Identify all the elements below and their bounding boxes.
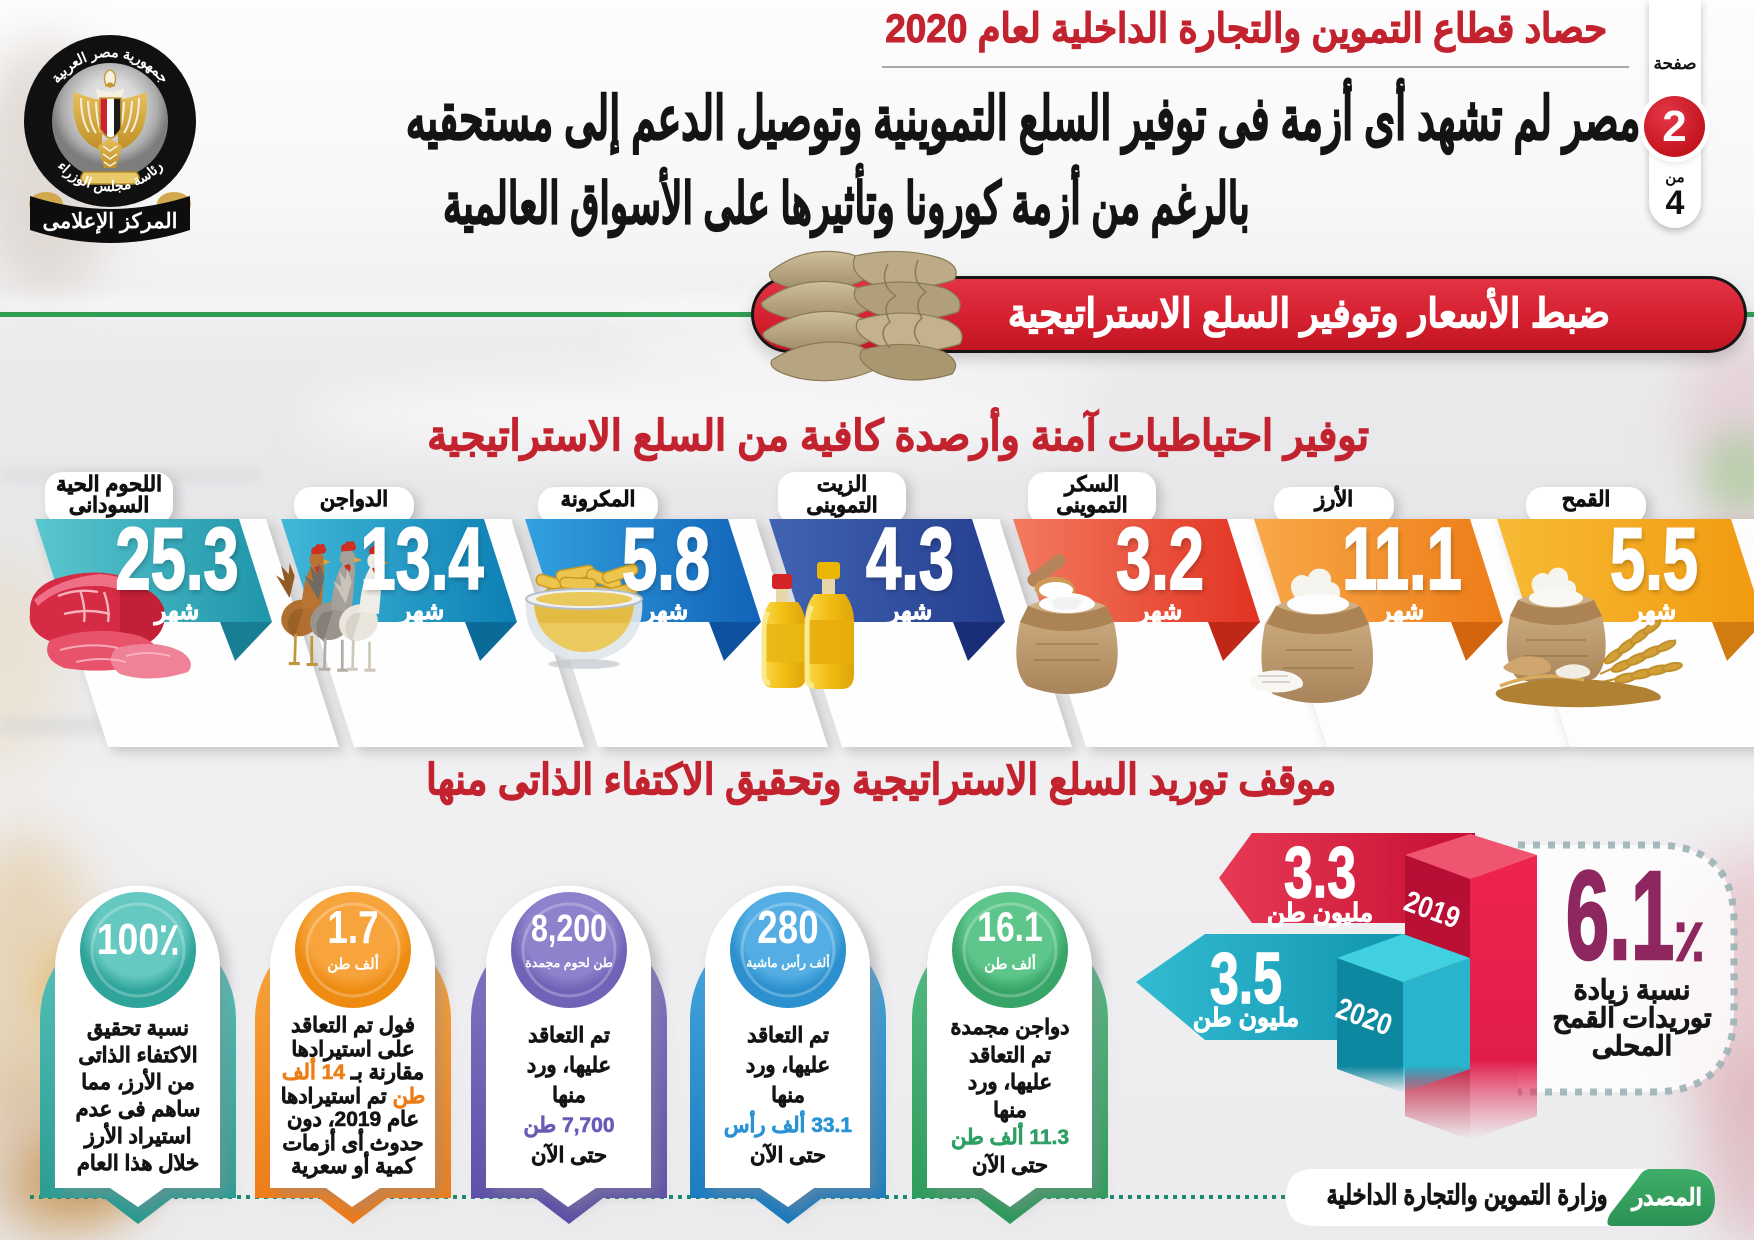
svg-text:المركز الإعلامى: المركز الإعلامى: [42, 210, 177, 234]
